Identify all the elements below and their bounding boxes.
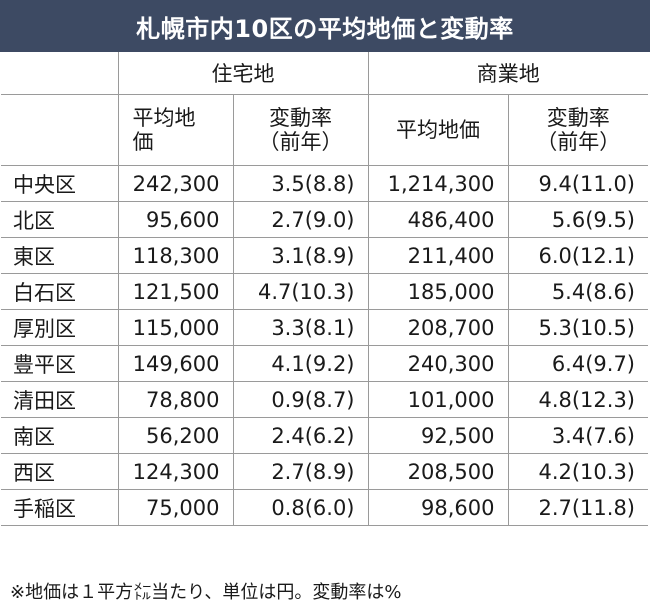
res-rate: 0.8(6.0) (232, 489, 369, 526)
res-rate: 3.1(8.9) (232, 237, 369, 274)
sub-header-row: 平均地 価 変動率 （前年） 平均地価 変動率 （前年） (1, 94, 648, 166)
res-rate: 2.7(9.0) (232, 201, 369, 238)
res-rate: 0.9(8.7) (232, 381, 369, 418)
commercial-group-header: 商業地 (367, 52, 648, 95)
res-price: 78,800 (117, 381, 234, 418)
com-avg-price-header-text: 平均地価 (396, 118, 480, 142)
res-avg-price-header-line2: 価 (132, 130, 154, 154)
res-rate: 4.1(9.2) (232, 345, 369, 382)
res-price: 242,300 (117, 165, 234, 202)
res-rate-header-line1: 変動率 (269, 106, 332, 130)
com-rate: 4.8(12.3) (507, 381, 648, 418)
com-rate: 5.3(10.5) (507, 309, 648, 346)
com-rate: 5.6(9.5) (507, 201, 648, 238)
res-rate-header-line2: （前年） (258, 130, 343, 154)
ward-name: 厚別区 (1, 309, 119, 346)
ward-name: 西区 (1, 453, 119, 490)
res-price: 118,300 (117, 237, 234, 274)
table-row: 中央区 242,300 3.5(8.8) 1,214,300 9.4(11.0) (1, 165, 648, 202)
res-price: 95,600 (117, 201, 234, 238)
res-rate: 3.5(8.8) (232, 165, 369, 202)
footnote: ※地価は１平方㍍当たり、単位は円。変動率は% (10, 582, 402, 603)
com-price: 240,300 (367, 345, 509, 382)
res-rate: 3.3(8.1) (232, 309, 369, 346)
res-avg-price-header-line1: 平均地 (132, 106, 196, 130)
ward-name: 北区 (1, 201, 119, 238)
com-price: 208,700 (367, 309, 509, 346)
com-rate: 3.4(7.6) (507, 417, 648, 454)
com-rate: 6.0(12.1) (507, 237, 648, 274)
res-price: 115,000 (117, 309, 234, 346)
table-row: 清田区 78,800 0.9(8.7) 101,000 4.8(12.3) (1, 381, 648, 418)
ward-name: 中央区 (1, 165, 119, 202)
res-rate: 2.4(6.2) (232, 417, 369, 454)
res-rate-header: 変動率 （前年） (232, 94, 369, 166)
table-row: 豊平区 149,600 4.1(9.2) 240,300 6.4(9.7) (1, 345, 648, 382)
com-rate: 9.4(11.0) (507, 165, 648, 202)
residential-group-header: 住宅地 (117, 52, 369, 95)
ward-name: 清田区 (1, 381, 119, 418)
ward-name: 南区 (1, 417, 119, 454)
com-price: 208,500 (367, 453, 509, 490)
com-price: 486,400 (367, 201, 509, 238)
com-price: 1,214,300 (367, 165, 509, 202)
res-rate: 4.7(10.3) (232, 273, 369, 310)
com-rate-header-line2: （前年） (536, 130, 621, 154)
res-price: 124,300 (117, 453, 234, 490)
corner-cell-2 (1, 94, 119, 166)
ward-name: 手稲区 (1, 489, 119, 526)
land-price-table: 住宅地 商業地 平均地 価 変動率 （前年） 平均地価 変動率 （前年） 中央区 (1, 52, 648, 526)
table-row: 南区 56,200 2.4(6.2) 92,500 3.4(7.6) (1, 417, 648, 454)
table-title: 札幌市内10区の平均地価と変動率 (0, 0, 650, 52)
com-rate-header-line1: 変動率 (546, 106, 610, 130)
corner-cell (1, 52, 119, 95)
ward-name: 白石区 (1, 273, 119, 310)
com-rate: 4.2(10.3) (507, 453, 648, 490)
group-header-row: 住宅地 商業地 (1, 52, 648, 95)
table-row: 白石区 121,500 4.7(10.3) 185,000 5.4(8.6) (1, 273, 648, 310)
com-price: 185,000 (367, 273, 509, 310)
table-row: 北区 95,600 2.7(9.0) 486,400 5.6(9.5) (1, 201, 648, 238)
com-price: 211,400 (367, 237, 509, 274)
table-row: 手稲区 75,000 0.8(6.0) 98,600 2.7(11.8) (1, 489, 648, 526)
com-rate-header: 変動率 （前年） (507, 94, 648, 166)
ward-name: 豊平区 (1, 345, 119, 382)
res-price: 121,500 (117, 273, 234, 310)
res-price: 75,000 (117, 489, 234, 526)
table-row: 東区 118,300 3.1(8.9) 211,400 6.0(12.1) (1, 237, 648, 274)
res-price: 56,200 (117, 417, 234, 454)
com-rate: 2.7(11.8) (507, 489, 648, 526)
res-price: 149,600 (117, 345, 234, 382)
table-row: 厚別区 115,000 3.3(8.1) 208,700 5.3(10.5) (1, 309, 648, 346)
com-price: 92,500 (367, 417, 509, 454)
com-price: 98,600 (367, 489, 509, 526)
res-avg-price-header: 平均地 価 (117, 94, 234, 166)
table-row: 西区 124,300 2.7(8.9) 208,500 4.2(10.3) (1, 453, 648, 490)
com-price: 101,000 (367, 381, 509, 418)
com-rate: 5.4(8.6) (507, 273, 648, 310)
ward-name: 東区 (1, 237, 119, 274)
com-avg-price-header: 平均地価 (367, 94, 509, 166)
res-rate: 2.7(8.9) (232, 453, 369, 490)
com-rate: 6.4(9.7) (507, 345, 648, 382)
